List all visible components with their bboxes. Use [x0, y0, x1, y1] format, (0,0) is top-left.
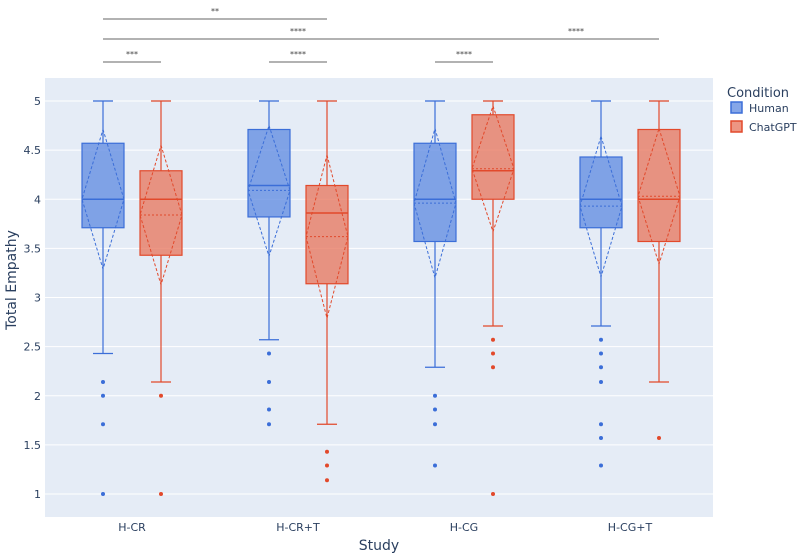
- y-tick-label: 1: [34, 488, 41, 501]
- box-chatgpt-0[interactable]: [139, 100, 183, 496]
- outlier-point: [599, 435, 603, 440]
- boxes: [81, 100, 681, 496]
- outlier-point: [433, 407, 437, 412]
- box-human-3[interactable]: [579, 100, 623, 468]
- sd-diamond: [579, 134, 623, 279]
- x-tick-labels: H-CR H-CR+T H-CG H-CG+T: [118, 521, 652, 534]
- x-tick-label: H-CG+T: [608, 521, 653, 534]
- box-iqr: [579, 156, 623, 229]
- outlier-point: [491, 365, 495, 370]
- box-iqr: [139, 170, 183, 256]
- outlier-point: [101, 393, 105, 398]
- y-tick-label: 5: [34, 95, 41, 108]
- outlier-point: [325, 463, 329, 468]
- sd-diamond: [637, 126, 681, 266]
- outlier-point: [267, 407, 271, 412]
- outlier-point: [101, 379, 105, 384]
- significance-bar: **: [103, 7, 327, 20]
- box-iqr: [413, 142, 457, 243]
- outlier-point: [599, 422, 603, 427]
- outlier-point: [491, 492, 495, 496]
- legend: Condition Human ChatGPT: [727, 86, 797, 134]
- box-iqr: [305, 184, 349, 285]
- significance-bars: ****** ******* **** ****: [103, 7, 659, 63]
- outlier-point: [433, 422, 437, 427]
- y-tick-label: 4.5: [24, 144, 42, 157]
- legend-label-chatgpt[interactable]: ChatGPT: [749, 121, 797, 134]
- outlier-point: [657, 435, 661, 440]
- box-iqr: [637, 128, 681, 243]
- significance-label: **: [211, 7, 219, 16]
- y-tick-label: 2.5: [24, 341, 42, 354]
- x-tick-label: H-CG: [450, 521, 478, 534]
- outlier-point: [267, 351, 271, 356]
- sd-diamond: [247, 123, 291, 258]
- legend-swatch-human[interactable]: [730, 101, 743, 114]
- outlier-point: [325, 449, 329, 454]
- sd-diamond: [139, 143, 183, 287]
- y-tick-label: 1.5: [24, 439, 42, 452]
- x-tick-label: H-CR+T: [276, 521, 320, 534]
- y-tick-labels: 1 1.5 2 2.5 3 3.5 4 4.5 5: [24, 95, 42, 501]
- legend-label-human[interactable]: Human: [749, 102, 789, 115]
- outlier-point: [599, 337, 603, 342]
- outlier-point: [599, 365, 603, 370]
- box-iqr: [471, 114, 515, 200]
- legend-swatch-chatgpt[interactable]: [730, 120, 743, 133]
- outlier-point: [267, 422, 271, 427]
- outlier-point: [491, 351, 495, 356]
- box-chatgpt-3[interactable]: [637, 100, 681, 440]
- significance-bar: ****: [269, 50, 327, 63]
- outlier-point: [433, 463, 437, 468]
- sd-diamond: [413, 126, 457, 280]
- outlier-point: [267, 379, 271, 384]
- significance-label: ****: [456, 50, 472, 59]
- significance-label: ***: [126, 50, 138, 59]
- significance-label: ****: [568, 27, 584, 36]
- outlier-point: [599, 351, 603, 356]
- box-chatgpt-2[interactable]: [471, 100, 515, 496]
- outlier-point: [599, 379, 603, 384]
- box-human-0[interactable]: [81, 100, 125, 496]
- outlier-point: [599, 463, 603, 468]
- sd-diamond: [471, 104, 515, 234]
- y-axis-title: Total Empathy: [4, 230, 20, 331]
- box-chatgpt-1[interactable]: [305, 100, 349, 483]
- y-tick-label: 4: [34, 193, 41, 206]
- significance-bar: ****: [435, 50, 493, 63]
- box-iqr: [247, 128, 291, 218]
- outlier-point: [325, 478, 329, 483]
- significance-bar: ****: [103, 27, 493, 40]
- sd-diamond: [81, 127, 125, 271]
- significance-label: ****: [290, 27, 306, 36]
- outlier-point: [159, 393, 163, 398]
- box-human-2[interactable]: [413, 100, 457, 468]
- legend-title: Condition: [727, 86, 789, 101]
- significance-label: ****: [290, 50, 306, 59]
- x-tick-label: H-CR: [118, 521, 146, 534]
- y-tick-label: 3.5: [24, 242, 42, 255]
- significance-bar: ****: [493, 27, 659, 40]
- outlier-point: [101, 492, 105, 496]
- outlier-point: [433, 393, 437, 398]
- outlier-point: [101, 422, 105, 427]
- sd-diamond: [305, 154, 349, 319]
- box-human-1[interactable]: [247, 100, 291, 427]
- x-axis-title: Study: [359, 538, 399, 554]
- y-tick-label: 2: [34, 390, 41, 403]
- box-iqr: [81, 142, 125, 229]
- outlier-point: [491, 337, 495, 342]
- y-tick-label: 3: [34, 292, 41, 305]
- significance-bar: ***: [103, 50, 161, 63]
- outlier-point: [159, 492, 163, 496]
